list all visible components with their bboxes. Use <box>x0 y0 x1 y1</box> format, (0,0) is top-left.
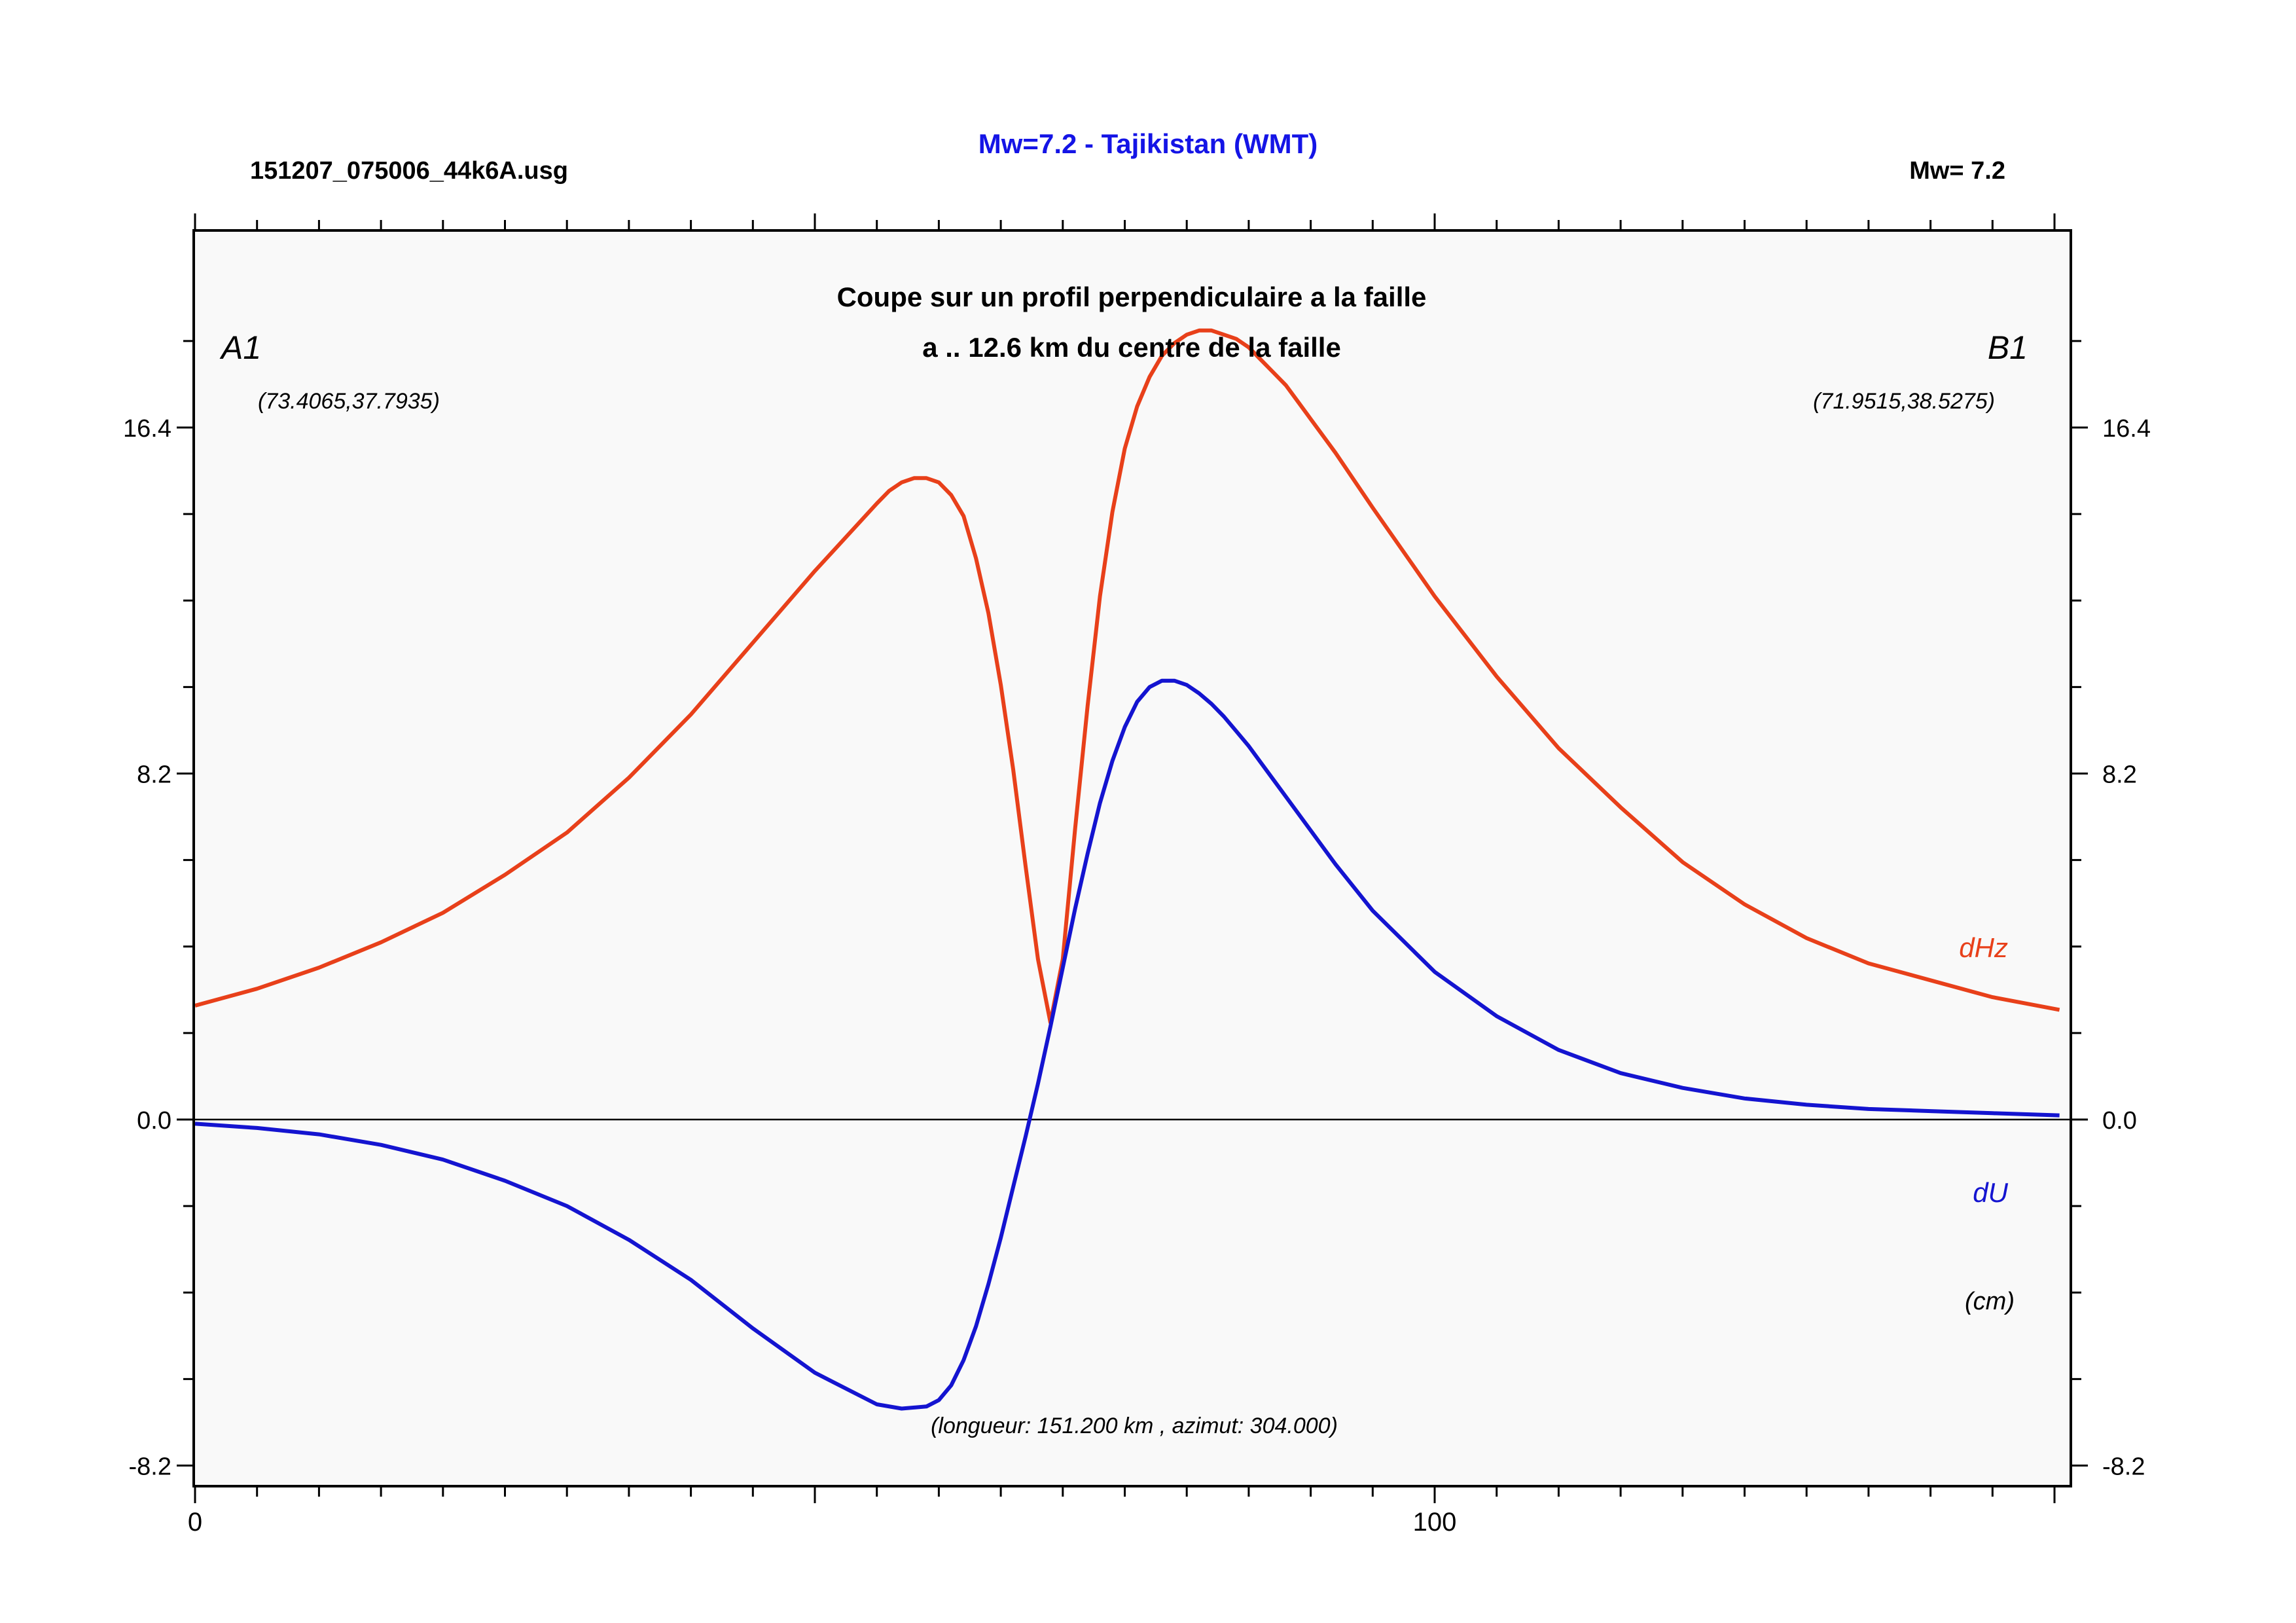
y-tick-label-right: -8.2 <box>2102 1453 2145 1481</box>
series-label-dU: dU <box>1973 1177 2008 1208</box>
magnitude-label: Mw= 7.2 <box>1909 157 2005 185</box>
plot-area <box>194 230 2071 1486</box>
y-tick-label-left: 8.2 <box>137 761 171 789</box>
chart-title: Mw=7.2 - Tajikistan (WMT) <box>978 128 1318 159</box>
y-tick-label-left: 0.0 <box>137 1107 171 1135</box>
y-tick-label-left: -8.2 <box>129 1453 171 1481</box>
endpoint-right-coords: (71.9515,38.5275) <box>1813 389 1995 414</box>
x-tick-label: 100 <box>1413 1508 1457 1537</box>
y-tick-label-right: 0.0 <box>2102 1107 2137 1135</box>
profile-annotation: (longueur: 151.200 km , azimut: 304.000) <box>931 1413 1338 1438</box>
axis-ticks: -8.2 -8.2 0.0 0.0 8.2 8.2 16.4 16.4 0 100 <box>123 213 2151 1537</box>
plot-frame <box>192 229 2072 1487</box>
y-tick-label-left: 16.4 <box>123 415 171 443</box>
series-line-dU <box>194 678 2060 1411</box>
series-line-dHz <box>194 328 2060 1025</box>
endpoint-left-label: A1 <box>219 329 261 366</box>
endpoint-right-label: B1 <box>1988 329 2028 366</box>
unit-label: (cm) <box>1965 1288 2015 1315</box>
series-layer <box>194 328 2060 1411</box>
subtitle-line-1: Coupe sur un profil perpendiculaire a la… <box>837 282 1427 312</box>
subtitle-line-2: a .. 12.6 km du centre de la faille <box>922 332 1341 363</box>
y-tick-label-right: 16.4 <box>2102 415 2151 443</box>
endpoint-left-coords: (73.4065,37.7935) <box>258 389 440 414</box>
y-tick-label-right: 8.2 <box>2102 761 2137 789</box>
x-tick-label: 0 <box>188 1508 202 1537</box>
series-label-dHz: dHz <box>1959 932 2008 963</box>
file-name: 151207_075006_44k6A.usg <box>250 157 568 185</box>
